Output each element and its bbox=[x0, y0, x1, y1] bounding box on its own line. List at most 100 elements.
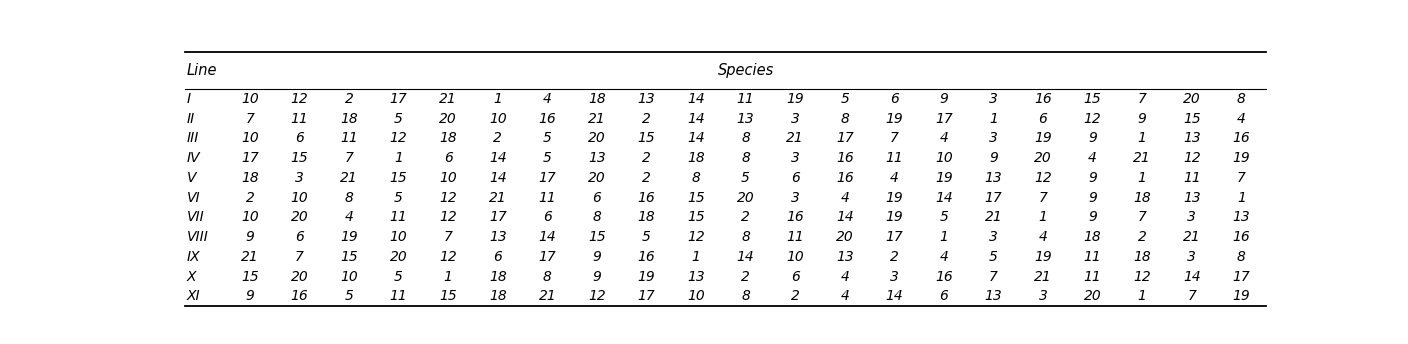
Text: 17: 17 bbox=[489, 210, 507, 224]
Text: 13: 13 bbox=[687, 270, 705, 283]
Text: 4: 4 bbox=[939, 131, 949, 145]
Text: 4: 4 bbox=[939, 250, 949, 264]
Text: 12: 12 bbox=[589, 289, 605, 303]
Text: 6: 6 bbox=[593, 191, 601, 205]
Text: 6: 6 bbox=[939, 289, 949, 303]
Text: 17: 17 bbox=[538, 250, 556, 264]
Text: 2: 2 bbox=[1138, 230, 1146, 244]
Text: 18: 18 bbox=[589, 92, 605, 106]
Text: 13: 13 bbox=[1183, 191, 1201, 205]
Text: 10: 10 bbox=[935, 151, 953, 165]
Text: 7: 7 bbox=[444, 230, 452, 244]
Text: 21: 21 bbox=[984, 210, 1002, 224]
Text: 6: 6 bbox=[543, 210, 552, 224]
Text: 20: 20 bbox=[1183, 92, 1201, 106]
Text: 14: 14 bbox=[687, 92, 705, 106]
Text: 12: 12 bbox=[439, 191, 458, 205]
Text: 19: 19 bbox=[1232, 289, 1250, 303]
Text: 4: 4 bbox=[543, 92, 552, 106]
Text: 10: 10 bbox=[341, 270, 358, 283]
Text: 12: 12 bbox=[439, 250, 458, 264]
Text: 20: 20 bbox=[390, 250, 407, 264]
Text: 7: 7 bbox=[1187, 289, 1197, 303]
Text: 15: 15 bbox=[1084, 92, 1101, 106]
Text: VI: VI bbox=[187, 191, 200, 205]
Text: 15: 15 bbox=[589, 230, 605, 244]
Text: 7: 7 bbox=[1236, 171, 1246, 185]
Text: 1: 1 bbox=[1138, 171, 1146, 185]
Text: 1: 1 bbox=[1138, 289, 1146, 303]
Text: IV: IV bbox=[187, 151, 200, 165]
Text: 19: 19 bbox=[1033, 131, 1052, 145]
Text: 20: 20 bbox=[1084, 289, 1101, 303]
Text: 7: 7 bbox=[1039, 191, 1048, 205]
Text: 17: 17 bbox=[1232, 270, 1250, 283]
Text: 12: 12 bbox=[687, 230, 705, 244]
Text: 11: 11 bbox=[538, 191, 556, 205]
Text: II: II bbox=[187, 111, 196, 126]
Text: 21: 21 bbox=[786, 131, 804, 145]
Text: 11: 11 bbox=[1084, 270, 1101, 283]
Text: Species: Species bbox=[718, 63, 774, 78]
Text: 16: 16 bbox=[1232, 131, 1250, 145]
Text: 15: 15 bbox=[390, 171, 407, 185]
Text: 20: 20 bbox=[439, 111, 458, 126]
Text: 7: 7 bbox=[1138, 210, 1146, 224]
Text: 15: 15 bbox=[1183, 111, 1201, 126]
Text: 15: 15 bbox=[290, 151, 308, 165]
Text: 13: 13 bbox=[1232, 210, 1250, 224]
Text: 9: 9 bbox=[593, 270, 601, 283]
Text: 5: 5 bbox=[988, 250, 998, 264]
Text: 15: 15 bbox=[341, 250, 358, 264]
Text: 4: 4 bbox=[841, 270, 849, 283]
Text: 13: 13 bbox=[984, 289, 1002, 303]
Text: 6: 6 bbox=[296, 230, 304, 244]
Text: 8: 8 bbox=[593, 210, 601, 224]
Text: 21: 21 bbox=[439, 92, 458, 106]
Text: 20: 20 bbox=[589, 131, 605, 145]
Text: 19: 19 bbox=[341, 230, 358, 244]
Text: 13: 13 bbox=[736, 111, 755, 126]
Text: 3: 3 bbox=[988, 230, 998, 244]
Text: 7: 7 bbox=[988, 270, 998, 283]
Text: 12: 12 bbox=[1183, 151, 1201, 165]
Text: 4: 4 bbox=[841, 191, 849, 205]
Text: 2: 2 bbox=[890, 250, 898, 264]
Text: 14: 14 bbox=[687, 131, 705, 145]
Text: 14: 14 bbox=[1183, 270, 1201, 283]
Text: 12: 12 bbox=[1033, 171, 1052, 185]
Text: 13: 13 bbox=[836, 250, 853, 264]
Text: 18: 18 bbox=[341, 111, 358, 126]
Text: 2: 2 bbox=[345, 92, 353, 106]
Text: 10: 10 bbox=[241, 210, 259, 224]
Text: 12: 12 bbox=[290, 92, 308, 106]
Text: 2: 2 bbox=[493, 131, 503, 145]
Text: 10: 10 bbox=[439, 171, 458, 185]
Text: 10: 10 bbox=[241, 131, 259, 145]
Text: 9: 9 bbox=[245, 289, 255, 303]
Text: 11: 11 bbox=[390, 210, 407, 224]
Text: 8: 8 bbox=[691, 171, 700, 185]
Text: 14: 14 bbox=[736, 250, 755, 264]
Text: 6: 6 bbox=[890, 92, 898, 106]
Text: 11: 11 bbox=[1084, 250, 1101, 264]
Text: 14: 14 bbox=[687, 111, 705, 126]
Text: 14: 14 bbox=[489, 151, 507, 165]
Text: 3: 3 bbox=[988, 92, 998, 106]
Text: 19: 19 bbox=[886, 191, 903, 205]
Text: 12: 12 bbox=[439, 210, 458, 224]
Text: 4: 4 bbox=[1236, 111, 1246, 126]
Text: 5: 5 bbox=[394, 111, 403, 126]
Text: 17: 17 bbox=[984, 191, 1002, 205]
Text: 21: 21 bbox=[489, 191, 507, 205]
Text: 16: 16 bbox=[1033, 92, 1052, 106]
Text: 13: 13 bbox=[638, 92, 655, 106]
Text: 1: 1 bbox=[988, 111, 998, 126]
Text: 14: 14 bbox=[935, 191, 953, 205]
Text: 21: 21 bbox=[1133, 151, 1152, 165]
Text: 10: 10 bbox=[390, 230, 407, 244]
Text: 11: 11 bbox=[886, 151, 903, 165]
Text: 15: 15 bbox=[687, 210, 705, 224]
Text: 1: 1 bbox=[493, 92, 503, 106]
Text: VIII: VIII bbox=[187, 230, 208, 244]
